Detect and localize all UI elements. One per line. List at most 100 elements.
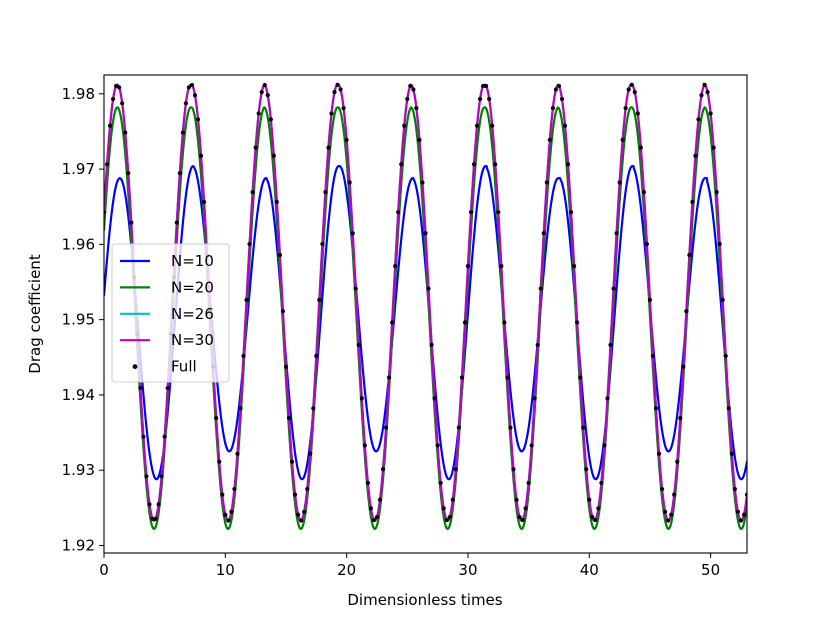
full-marker bbox=[329, 111, 334, 116]
full-marker bbox=[223, 512, 228, 517]
full-marker bbox=[229, 509, 234, 514]
full-marker bbox=[487, 96, 492, 102]
full-marker bbox=[556, 83, 562, 89]
full-marker bbox=[183, 101, 188, 106]
x-tick-label: 20 bbox=[337, 561, 356, 579]
full-marker bbox=[111, 96, 116, 102]
full-marker bbox=[535, 342, 540, 347]
full-marker bbox=[684, 309, 689, 314]
full-marker bbox=[259, 89, 264, 95]
full-marker bbox=[438, 480, 443, 486]
full-marker bbox=[444, 517, 449, 523]
full-marker bbox=[144, 474, 149, 479]
full-marker bbox=[232, 486, 237, 492]
full-marker bbox=[608, 342, 613, 347]
full-marker bbox=[496, 210, 501, 215]
full-marker bbox=[141, 434, 146, 439]
full-marker bbox=[335, 82, 340, 87]
full-marker bbox=[623, 106, 628, 111]
series-full-markers bbox=[104, 82, 747, 523]
legend-label-n20: N=20 bbox=[171, 278, 214, 296]
full-marker bbox=[617, 180, 622, 185]
full-marker bbox=[520, 517, 525, 523]
full-marker bbox=[550, 106, 555, 111]
full-marker bbox=[499, 264, 504, 269]
full-marker bbox=[735, 509, 741, 514]
full-marker bbox=[441, 506, 446, 511]
full-marker bbox=[638, 145, 643, 150]
full-marker bbox=[411, 87, 416, 92]
full-marker bbox=[299, 518, 304, 523]
full-marker bbox=[653, 406, 659, 411]
x-tick-label: 10 bbox=[216, 561, 235, 579]
legend: N=10 N=20 N=26 N=30 Full bbox=[111, 243, 230, 383]
full-marker bbox=[296, 512, 301, 517]
full-marker bbox=[162, 434, 167, 439]
full-marker bbox=[435, 443, 440, 448]
full-marker bbox=[565, 162, 571, 167]
full-marker bbox=[690, 199, 695, 205]
full-marker bbox=[238, 406, 243, 411]
full-marker bbox=[387, 375, 392, 380]
full-marker bbox=[420, 180, 425, 185]
full-marker bbox=[678, 416, 683, 421]
y-tick-label: 1.93 bbox=[62, 461, 95, 479]
full-marker bbox=[729, 451, 734, 456]
full-marker bbox=[426, 286, 431, 291]
full-marker bbox=[220, 492, 225, 497]
full-marker bbox=[268, 117, 273, 122]
full-marker bbox=[672, 492, 677, 497]
full-marker bbox=[338, 87, 343, 92]
full-marker bbox=[514, 497, 519, 502]
full-marker bbox=[484, 83, 489, 89]
full-marker bbox=[602, 443, 607, 448]
x-tick-label: 40 bbox=[580, 561, 599, 579]
full-marker bbox=[393, 264, 398, 269]
full-marker bbox=[280, 309, 286, 314]
full-marker bbox=[699, 93, 704, 98]
full-marker bbox=[587, 497, 592, 502]
full-marker bbox=[714, 190, 719, 195]
full-marker bbox=[490, 123, 495, 128]
y-tick-label: 1.94 bbox=[62, 386, 95, 404]
y-axis-label: Drag coefficient bbox=[26, 254, 44, 374]
full-marker bbox=[214, 416, 219, 421]
full-marker bbox=[641, 190, 646, 195]
full-marker bbox=[705, 89, 710, 95]
full-marker bbox=[165, 385, 170, 391]
full-marker bbox=[723, 353, 728, 359]
full-marker bbox=[344, 137, 349, 142]
full-marker bbox=[429, 342, 434, 347]
full-marker bbox=[696, 117, 701, 122]
full-marker bbox=[374, 514, 380, 520]
full-marker bbox=[271, 153, 276, 158]
full-marker bbox=[153, 516, 158, 521]
full-marker bbox=[738, 518, 744, 523]
full-marker bbox=[432, 396, 437, 401]
full-marker bbox=[575, 320, 580, 325]
full-marker bbox=[405, 96, 410, 102]
full-marker bbox=[380, 467, 386, 472]
full-marker bbox=[414, 106, 419, 111]
full-marker bbox=[693, 153, 698, 158]
full-marker bbox=[447, 514, 452, 520]
full-marker bbox=[341, 106, 346, 111]
full-marker bbox=[666, 518, 671, 523]
full-marker bbox=[523, 506, 528, 511]
full-marker bbox=[453, 467, 458, 472]
full-marker bbox=[708, 111, 713, 116]
full-marker bbox=[226, 518, 231, 523]
full-marker bbox=[717, 241, 722, 247]
x-tick-label: 0 bbox=[99, 561, 109, 579]
full-marker bbox=[390, 320, 395, 325]
full-marker bbox=[323, 190, 328, 195]
full-marker bbox=[317, 297, 322, 302]
x-tick-label: 30 bbox=[458, 561, 477, 579]
full-marker bbox=[126, 171, 131, 176]
full-marker bbox=[104, 162, 110, 167]
full-marker bbox=[129, 220, 134, 225]
full-marker bbox=[644, 241, 650, 247]
y-tick-label: 1.95 bbox=[62, 311, 95, 329]
full-marker bbox=[544, 180, 549, 185]
